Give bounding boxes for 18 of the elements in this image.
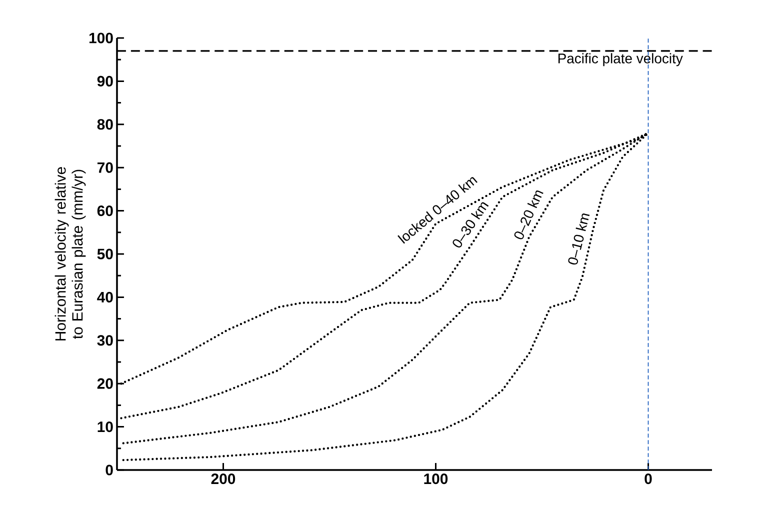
y-tick-label: 40: [97, 292, 113, 302]
ref-line-label: Pacific plate velocity: [558, 53, 683, 66]
y-tick-label: 80: [97, 119, 113, 130]
y-axis-title: Horizontal velocity relative to Eurasian plate (mm/yr): [54, 167, 86, 340]
y-tick-label: 20: [97, 378, 113, 389]
x-tick-label: 200: [211, 474, 236, 484]
y-tick-label: 30: [97, 335, 113, 346]
y-tick-label: 10: [98, 422, 113, 432]
x-tick-label: 0: [644, 474, 652, 484]
y-tick-label: 60: [97, 206, 113, 216]
y-tick-label: 50: [97, 248, 113, 260]
text: 0–20 km: [514, 190, 544, 240]
y-tick-label: 0: [106, 464, 113, 476]
text: 0–10 km: [568, 214, 590, 265]
y-tick-label: 90: [97, 76, 113, 86]
y-tick-label: 100: [89, 32, 113, 44]
x-tick-label: 100: [424, 474, 448, 484]
y-tick-label: 70: [97, 162, 113, 173]
